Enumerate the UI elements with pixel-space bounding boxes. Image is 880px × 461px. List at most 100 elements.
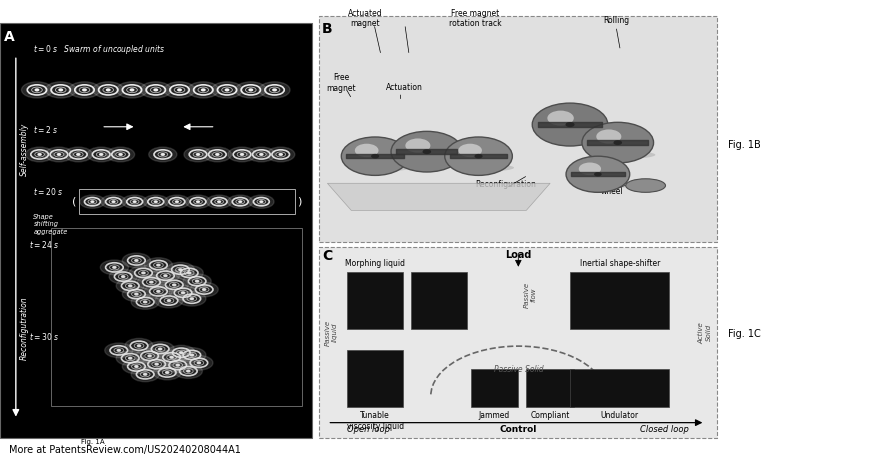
- Text: Self-assembly: Self-assembly: [20, 123, 29, 176]
- Circle shape: [179, 269, 182, 271]
- Text: Active
Solid: Active Solid: [699, 322, 712, 343]
- Circle shape: [174, 364, 202, 378]
- Text: $t = 2$ s: $t = 2$ s: [33, 124, 59, 135]
- Circle shape: [144, 258, 172, 272]
- Circle shape: [202, 89, 205, 91]
- Circle shape: [371, 154, 379, 159]
- Text: Actuation: Actuation: [386, 83, 423, 92]
- Circle shape: [59, 89, 62, 91]
- Text: ): ): [297, 197, 302, 207]
- Circle shape: [143, 301, 147, 303]
- Circle shape: [149, 147, 177, 162]
- Circle shape: [225, 89, 229, 91]
- Circle shape: [106, 147, 135, 162]
- Circle shape: [279, 154, 282, 155]
- Circle shape: [158, 348, 162, 350]
- Circle shape: [260, 154, 263, 155]
- Circle shape: [113, 266, 116, 268]
- Circle shape: [195, 280, 199, 282]
- Circle shape: [422, 149, 431, 154]
- FancyBboxPatch shape: [570, 272, 670, 329]
- Circle shape: [165, 372, 169, 373]
- Circle shape: [164, 275, 167, 277]
- Circle shape: [165, 195, 189, 208]
- Text: $t = 20$ s: $t = 20$ s: [33, 186, 63, 197]
- Circle shape: [185, 355, 213, 370]
- Circle shape: [109, 269, 137, 284]
- Circle shape: [187, 370, 190, 372]
- Circle shape: [122, 253, 150, 268]
- Text: B: B: [322, 22, 333, 35]
- Text: Open loop: Open loop: [348, 425, 391, 434]
- Text: (: (: [72, 197, 77, 207]
- Circle shape: [217, 201, 221, 202]
- Text: Fig. 1C: Fig. 1C: [728, 329, 760, 339]
- Ellipse shape: [349, 164, 411, 171]
- Text: Free
wheel: Free wheel: [600, 177, 623, 196]
- Circle shape: [135, 293, 138, 295]
- Circle shape: [77, 154, 80, 155]
- Circle shape: [187, 272, 191, 274]
- Ellipse shape: [574, 182, 631, 189]
- Circle shape: [444, 137, 512, 175]
- FancyBboxPatch shape: [0, 23, 312, 438]
- Circle shape: [190, 298, 194, 300]
- Circle shape: [122, 287, 150, 301]
- Circle shape: [238, 201, 242, 202]
- Circle shape: [83, 89, 86, 91]
- Text: Jammed: Jammed: [479, 411, 510, 420]
- Ellipse shape: [400, 160, 465, 168]
- Circle shape: [154, 201, 158, 202]
- Circle shape: [116, 82, 148, 98]
- FancyBboxPatch shape: [348, 350, 403, 408]
- Circle shape: [143, 357, 171, 372]
- FancyBboxPatch shape: [570, 369, 670, 408]
- Circle shape: [128, 285, 132, 287]
- Text: A: A: [4, 30, 15, 44]
- Circle shape: [180, 352, 183, 354]
- Circle shape: [566, 156, 630, 192]
- Circle shape: [140, 82, 172, 98]
- Circle shape: [247, 147, 275, 162]
- Text: Free magnet
rotation track: Free magnet rotation track: [449, 9, 502, 28]
- Circle shape: [175, 266, 203, 280]
- Circle shape: [391, 131, 463, 172]
- Circle shape: [155, 363, 158, 365]
- Circle shape: [116, 278, 144, 293]
- Circle shape: [216, 154, 219, 155]
- Circle shape: [228, 195, 253, 208]
- Text: Control: Control: [500, 425, 537, 434]
- Circle shape: [355, 144, 378, 157]
- Circle shape: [26, 147, 54, 162]
- Circle shape: [186, 195, 210, 208]
- Circle shape: [474, 154, 482, 159]
- Circle shape: [142, 272, 145, 274]
- Circle shape: [136, 349, 164, 363]
- Circle shape: [133, 201, 136, 202]
- Circle shape: [135, 260, 138, 261]
- Circle shape: [21, 82, 53, 98]
- Circle shape: [101, 195, 126, 208]
- Circle shape: [613, 140, 622, 145]
- Circle shape: [582, 122, 654, 163]
- Circle shape: [267, 147, 295, 162]
- Circle shape: [161, 154, 165, 155]
- Circle shape: [594, 172, 602, 177]
- Circle shape: [458, 144, 482, 157]
- Circle shape: [197, 362, 201, 364]
- Circle shape: [99, 154, 103, 155]
- Circle shape: [190, 354, 194, 356]
- Circle shape: [196, 154, 200, 155]
- Circle shape: [547, 111, 574, 126]
- Circle shape: [92, 82, 124, 98]
- Circle shape: [87, 147, 115, 162]
- Circle shape: [164, 82, 195, 98]
- Circle shape: [128, 357, 132, 359]
- Circle shape: [69, 82, 100, 98]
- Text: Fig. 1A: Fig. 1A: [81, 439, 105, 445]
- Text: Actuated
magnet: Actuated magnet: [348, 9, 383, 28]
- FancyBboxPatch shape: [319, 16, 717, 242]
- Circle shape: [116, 351, 144, 366]
- Circle shape: [122, 359, 150, 374]
- Text: More at PatentsReview.com/US20240208044A1: More at PatentsReview.com/US20240208044A…: [9, 445, 240, 455]
